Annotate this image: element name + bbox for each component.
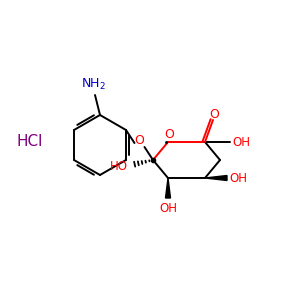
Text: OH: OH (159, 202, 177, 215)
Text: HO: HO (110, 160, 128, 173)
Polygon shape (166, 178, 170, 198)
Text: OH: OH (229, 172, 247, 184)
Polygon shape (205, 176, 227, 181)
Text: O: O (209, 107, 219, 121)
Text: O: O (164, 128, 174, 142)
Text: NH$_2$: NH$_2$ (80, 77, 106, 92)
Text: O: O (135, 134, 144, 148)
Text: OH: OH (232, 136, 250, 148)
Text: HCl: HCl (17, 134, 43, 149)
